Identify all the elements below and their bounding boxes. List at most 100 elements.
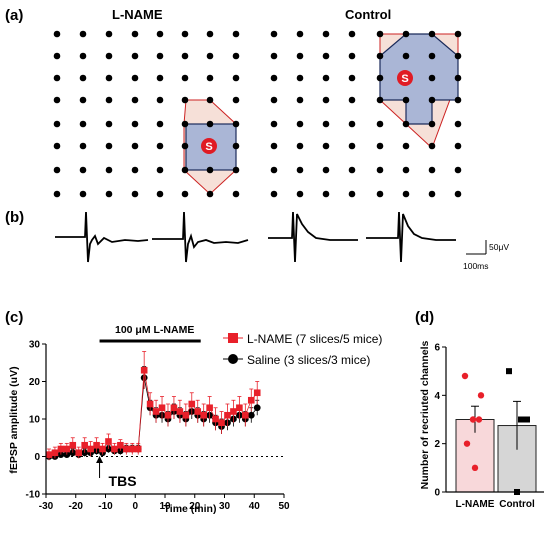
data-point — [253, 404, 261, 412]
data-point — [247, 411, 255, 419]
tbs-arrowhead — [96, 456, 104, 463]
electrode-dot — [206, 30, 214, 38]
electrode-dot — [348, 74, 356, 82]
lname-map-title: L-NAME — [112, 7, 163, 22]
electrode-dot — [131, 74, 139, 82]
data-point — [87, 445, 94, 453]
data-point — [188, 400, 196, 408]
data-point — [230, 408, 237, 415]
electrode-dot — [53, 52, 61, 60]
panel-c-time-course: 100 μM L-NAME -30 -20 -10 0 10 20 30 40 50 -10 0 10… — [8, 324, 382, 515]
data-point — [518, 416, 524, 423]
electrode-dot — [156, 142, 164, 150]
data-point — [182, 411, 190, 419]
data-point — [69, 441, 77, 449]
electrode-dot — [232, 74, 240, 82]
electrode-dot — [428, 166, 436, 174]
electrode-dot — [181, 74, 189, 82]
x-tick-label: 30 — [219, 501, 231, 512]
legend: L-NAME (7 slices/5 mice) Saline (3 slice… — [223, 332, 382, 367]
electrode-dot — [428, 74, 436, 82]
electrode-dot — [131, 190, 139, 198]
scale-bar-voltage: 50μV — [489, 242, 509, 252]
data-point — [475, 416, 483, 423]
electrode-dot — [296, 52, 304, 60]
data-point — [140, 366, 148, 374]
electrode-dot — [348, 142, 356, 150]
data-point — [75, 449, 83, 457]
x-tick-label: 10 — [159, 501, 171, 512]
electrode-dot — [79, 142, 87, 150]
panel-label-d: (d) — [415, 309, 434, 326]
data-point — [461, 372, 469, 380]
electrode-dot — [428, 30, 436, 38]
electrode-dot — [131, 96, 139, 104]
bar-y-tick-label: 6 — [434, 343, 440, 354]
x-tick-label: 20 — [189, 501, 201, 512]
electrode-dot — [79, 74, 87, 82]
electrode-dot — [53, 30, 61, 38]
data-point — [524, 416, 530, 423]
data-point — [117, 441, 124, 449]
electrode-dot — [376, 166, 384, 174]
electrode-dot — [270, 74, 278, 82]
electrode-dot — [348, 120, 356, 128]
electrode-dot — [206, 74, 214, 82]
electrode-dot — [454, 142, 462, 150]
data-point — [477, 392, 485, 399]
time-course-marks — [45, 351, 261, 461]
electrode-dot — [322, 166, 330, 174]
electrode-dot — [454, 52, 462, 60]
electrode-dot — [206, 120, 214, 128]
electrode-dot — [376, 120, 384, 128]
data-point — [134, 445, 142, 453]
electrode-dot — [79, 30, 87, 38]
trace-control-2 — [366, 211, 456, 263]
electrode-dot — [454, 30, 462, 38]
electrode-dot — [376, 96, 384, 104]
electrode-dot — [348, 96, 356, 104]
stim-label-lname: S — [205, 141, 212, 153]
electrode-dot — [131, 142, 139, 150]
electrode-dot — [105, 74, 113, 82]
electrode-dot — [53, 74, 61, 82]
electrode-dot — [376, 30, 384, 38]
data-point — [146, 400, 154, 408]
trace-lname-1 — [55, 211, 149, 263]
panel-label-a: (a) — [5, 7, 23, 24]
electrode-dot — [454, 190, 462, 198]
electrode-dot — [53, 166, 61, 174]
data-point — [176, 408, 184, 415]
bar-y-tick-label: 4 — [434, 391, 440, 402]
electrode-dot — [322, 74, 330, 82]
category-label: L-NAME — [456, 499, 495, 510]
electrode-dot — [156, 120, 164, 128]
x-tick-label: 50 — [278, 501, 290, 512]
electrode-dot — [296, 142, 304, 150]
y-axis-title: fEPSP amplitude (uV) — [8, 366, 20, 473]
data-point — [81, 441, 88, 449]
bar-y-axis-title: Number of recriuted channels — [419, 340, 431, 489]
electrode-dot — [53, 190, 61, 198]
electrode-dot — [105, 166, 113, 174]
electrode-dot — [270, 120, 278, 128]
y-tick-label: 20 — [29, 377, 41, 388]
electrode-dot — [322, 30, 330, 38]
data-point — [218, 419, 225, 427]
electrode-dot — [348, 30, 356, 38]
data-point — [224, 411, 231, 419]
electrode-dot — [156, 166, 164, 174]
data-point — [170, 404, 178, 412]
x-tick-label: 40 — [249, 501, 261, 512]
scale-bar-time: 100ms — [463, 261, 489, 271]
data-point — [105, 438, 112, 445]
x-axis-title: Time (min) — [164, 503, 217, 515]
data-point — [51, 449, 59, 457]
electrode-dot — [270, 166, 278, 174]
electrode-dot — [181, 166, 189, 174]
data-point — [247, 396, 255, 404]
data-point — [463, 440, 471, 447]
electrode-dot — [402, 52, 410, 60]
data-point — [45, 451, 53, 458]
